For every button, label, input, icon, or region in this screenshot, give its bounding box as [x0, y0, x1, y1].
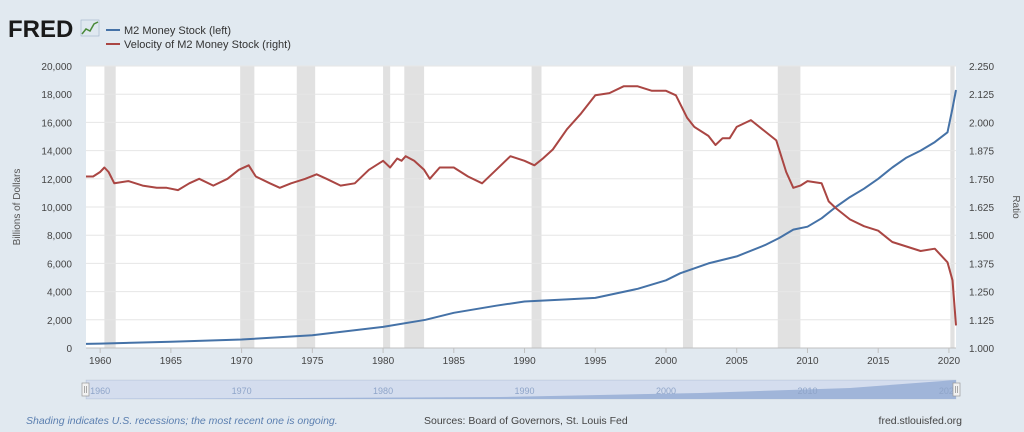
logo-graph-icon: [80, 19, 100, 37]
left-axis-ticks: 0 2,000 4,000 6,000 8,000 10,000 12,000 14,000 1…: [41, 62, 72, 355]
x-tick-label: 1970: [230, 356, 253, 367]
fred-logo-text: FRED: [8, 16, 73, 43]
footer-site-link[interactable]: fred.stlouisfed.org: [879, 415, 963, 427]
x-tick-label: 2005: [726, 356, 749, 367]
navigator-tick-label: 1990: [515, 386, 535, 396]
x-tick-label: 2010: [796, 356, 819, 367]
navigator-tick-label: 2000: [656, 386, 676, 396]
left-tick-label: 18,000: [41, 90, 72, 101]
x-tick-label: 2000: [655, 356, 678, 367]
chart-legend: M2 Money Stock (left) Velocity of M2 Mon…: [106, 25, 291, 51]
right-tick-label: 1.125: [969, 316, 994, 327]
x-tick-label: 2015: [867, 356, 890, 367]
right-tick-label: 2.125: [969, 90, 994, 101]
range-navigator[interactable]: 1960 1970 1980 1990 2000 2010 2020: [81, 379, 961, 400]
left-tick-label: 2,000: [47, 316, 72, 327]
navigator-tick-label: 1980: [373, 386, 393, 396]
right-tick-label: 1.000: [969, 344, 994, 355]
left-tick-label: 6,000: [47, 259, 72, 270]
legend-item-velocity[interactable]: Velocity of M2 Money Stock (right): [106, 39, 291, 51]
velocity-m2-line: [86, 85, 957, 326]
navigator-selection[interactable]: [86, 380, 956, 399]
left-tick-label: 20,000: [41, 62, 72, 73]
legend-item-m2[interactable]: M2 Money Stock (left): [106, 25, 231, 37]
right-tick-label: 1.625: [969, 203, 994, 214]
legend-label-m2: M2 Money Stock (left): [124, 25, 231, 37]
right-tick-label: 2.250: [969, 62, 994, 73]
navigator-ticks: 1960 1970 1980 1990 2000 2010 2020: [90, 386, 959, 396]
x-axis-ticks: 1960 1965 1970 1975 1980 1985 1990 1995 2000 2005…: [86, 347, 961, 367]
right-tick-label: 1.375: [969, 259, 994, 270]
navigator-tick-label: 2020: [939, 386, 959, 396]
left-axis-title: Billions of Dollars: [12, 169, 23, 246]
footer-source: Sources: Board of Governors, St. Louis F…: [424, 415, 628, 427]
x-tick-label: 1980: [372, 356, 395, 367]
left-tick-label: 8,000: [47, 231, 72, 242]
left-tick-label: 16,000: [41, 118, 72, 129]
m2-money-stock-line: [85, 89, 957, 345]
legend-label-velocity: Velocity of M2 Money Stock (right): [124, 39, 291, 51]
navigator-series: [86, 380, 956, 399]
x-tick-label: 1960: [89, 356, 112, 367]
x-tick-label: 1965: [160, 356, 183, 367]
navigator-tick-label: 1960: [90, 386, 110, 396]
left-tick-label: 4,000: [47, 288, 72, 299]
right-tick-label: 1.875: [969, 147, 994, 158]
left-tick-label: 12,000: [41, 175, 72, 186]
footer-recession-note: Shading indicates U.S. recessions; the m…: [26, 415, 338, 427]
left-tick-label: 14,000: [41, 147, 72, 158]
x-tick-label: 1995: [584, 356, 607, 367]
right-tick-label: 1.250: [969, 288, 994, 299]
series-lines: [85, 85, 957, 345]
navigator-tick-label: 2010: [797, 386, 817, 396]
x-tick-label: 1985: [443, 356, 466, 367]
navigator-right-handle[interactable]: [952, 382, 961, 397]
x-tick-label: 1975: [301, 356, 324, 367]
x-tick-label: 1990: [513, 356, 536, 367]
right-axis-title: Ratio: [1010, 195, 1021, 219]
fred-logo[interactable]: FRED: [8, 16, 100, 43]
right-tick-label: 1.750: [969, 175, 994, 186]
left-tick-label: 0: [66, 344, 72, 355]
navigator-left-handle[interactable]: [81, 382, 90, 397]
navigator-tick-label: 1970: [232, 386, 252, 396]
right-tick-label: 2.000: [969, 118, 994, 129]
right-tick-label: 1.500: [969, 231, 994, 242]
x-tick-label: 2020: [938, 356, 961, 367]
left-tick-label: 10,000: [41, 203, 72, 214]
right-axis-ticks: 1.000 1.125 1.250 1.375 1.500 1.625 1.750 1.875…: [969, 62, 994, 355]
